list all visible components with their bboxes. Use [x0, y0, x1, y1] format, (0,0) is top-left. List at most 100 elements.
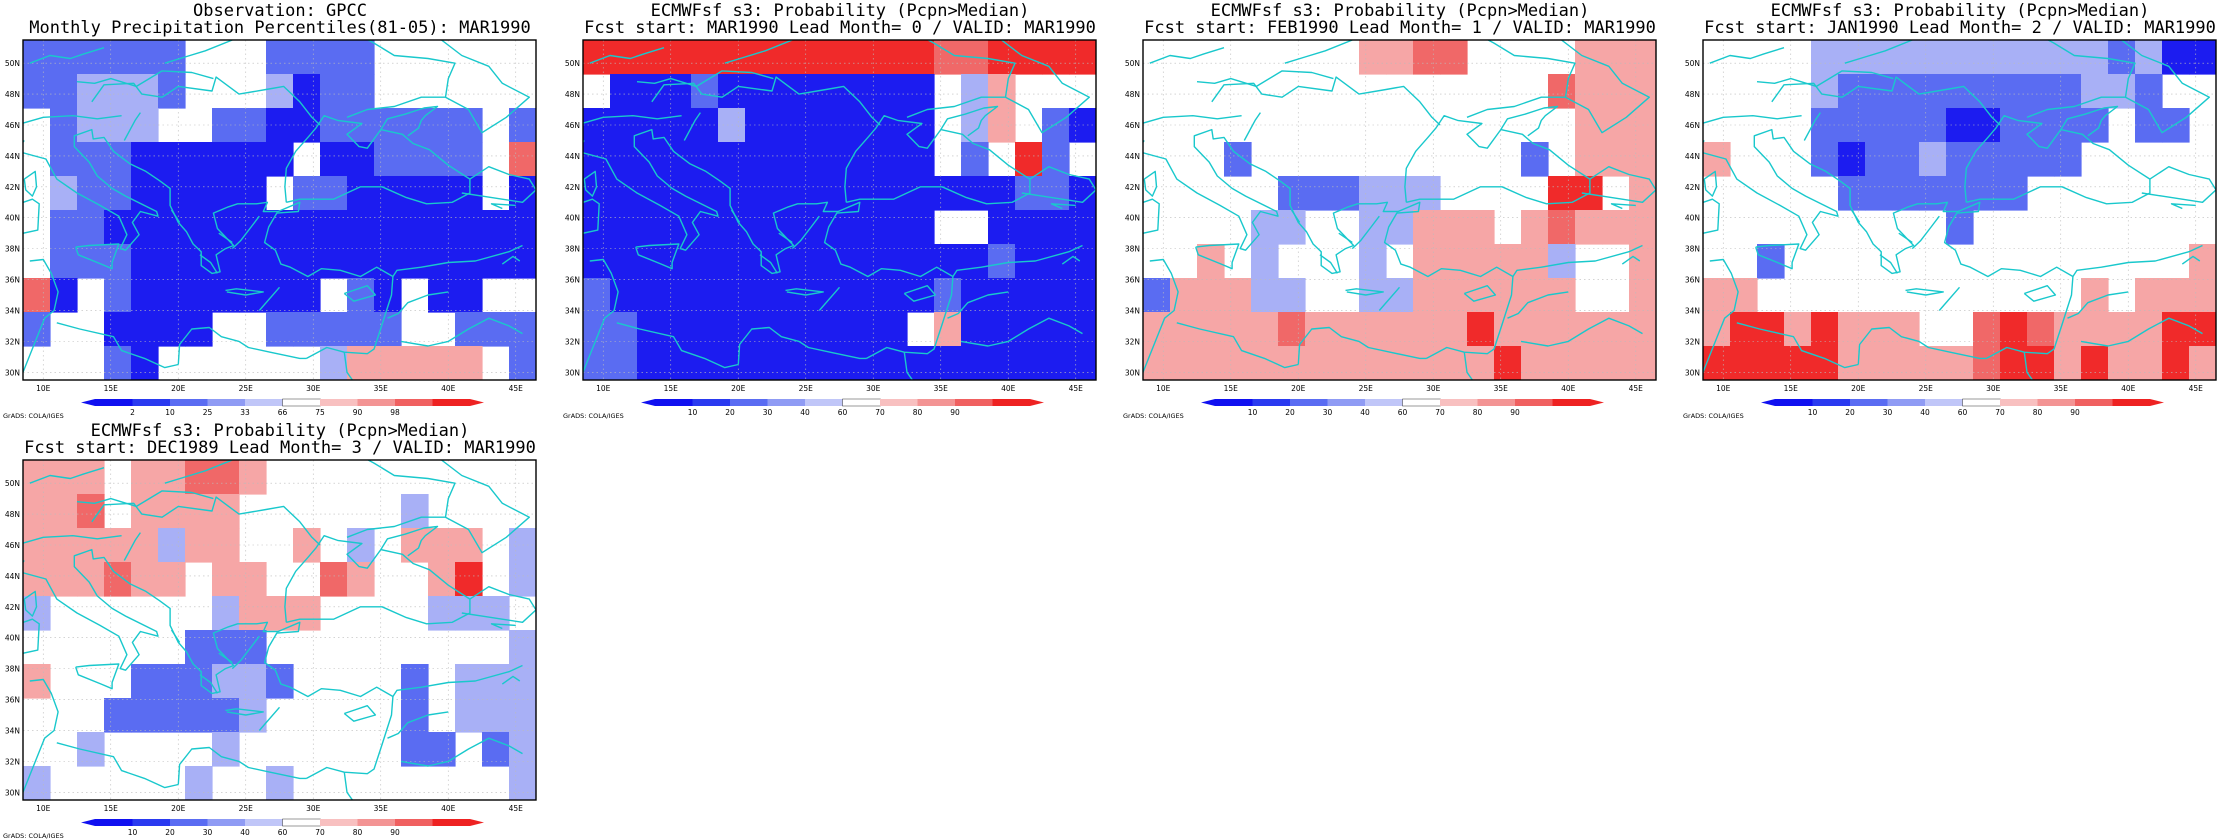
- grid-cell: [880, 40, 908, 75]
- grid-cell: [1359, 40, 1387, 75]
- grid-cell: [583, 278, 611, 313]
- grid-cell: [1042, 346, 1070, 380]
- grid-cell: [23, 664, 51, 699]
- grid-cell: [266, 596, 294, 631]
- lat-label: 36N: [1685, 276, 1700, 285]
- grid-cell: [320, 142, 348, 177]
- coastline: [2060, 105, 2119, 137]
- coastline: [1404, 114, 1591, 205]
- grid-cell: [1413, 210, 1441, 245]
- coastline: [501, 675, 521, 685]
- coastline: [1463, 352, 1474, 380]
- lon-label: 30E: [866, 384, 881, 393]
- coastline: [2223, 141, 2240, 243]
- grid-cell: [1784, 346, 1812, 380]
- colorbar-segment: [357, 819, 396, 826]
- grid-cell: [1946, 108, 1974, 143]
- grid-cell: [266, 766, 294, 800]
- grid-cell: [664, 278, 692, 313]
- grid-cell: [826, 142, 854, 177]
- grid-cell: [1251, 278, 1279, 313]
- lat-label: 34N: [5, 306, 20, 315]
- coastline: [1879, 254, 1898, 274]
- grid-cell: [2108, 40, 2136, 75]
- grid-cell: [1919, 142, 1947, 177]
- grid-cell: [691, 176, 719, 211]
- grid-cell: [1575, 210, 1603, 245]
- grid-cell: [718, 142, 746, 177]
- grid-cell: [1069, 278, 1096, 313]
- grid-cell: [2027, 312, 2055, 347]
- grid-cell: [239, 244, 267, 279]
- colorbar-segment: [880, 399, 918, 406]
- colorbar-tick-label: 70: [315, 828, 325, 837]
- grid-cell: [77, 142, 105, 177]
- grid-cell: [961, 278, 989, 313]
- coastline: [1143, 258, 1179, 373]
- grid-cell: [1015, 210, 1043, 245]
- grid-cell: [104, 346, 132, 380]
- colorbar-tick-label: 20: [725, 408, 735, 417]
- grid-cell: [1865, 74, 1893, 109]
- grid-cell: [77, 494, 105, 529]
- coastline: [1703, 114, 1802, 124]
- grid-cell: [1629, 312, 1656, 347]
- coastline: [940, 105, 999, 137]
- coastline: [1898, 232, 1913, 244]
- grid-cell: [1521, 312, 1549, 347]
- coastline: [583, 128, 954, 360]
- lat-label: 34N: [565, 306, 580, 315]
- lon-label: 15E: [664, 384, 679, 393]
- grid-cell: [1069, 312, 1096, 347]
- lat-label: 32N: [5, 337, 20, 346]
- lon-label: 40E: [441, 804, 456, 813]
- coastline: [346, 40, 456, 118]
- grid-cell: [77, 460, 105, 495]
- grid-cell: [610, 244, 638, 279]
- lon-label: 45E: [1629, 384, 1644, 393]
- grid-cell: [745, 278, 773, 313]
- lat-label: 46N: [5, 541, 20, 550]
- grid-cell: [610, 74, 638, 109]
- grid-cell: [772, 176, 800, 211]
- lon-label: 30E: [306, 384, 321, 393]
- grid-cell: [1838, 176, 1866, 211]
- lat-label: 48N: [5, 90, 20, 99]
- grid-cell: [266, 40, 294, 75]
- grid-cell: [880, 210, 908, 245]
- colorbar-segment: [1290, 399, 1328, 406]
- lon-label: 35E: [2054, 384, 2069, 393]
- grid-cell: [637, 278, 665, 313]
- grid-cell: [1359, 312, 1387, 347]
- grid-cell: [320, 176, 348, 211]
- grid-cell: [131, 460, 159, 495]
- grid-cell: [320, 312, 348, 347]
- grid-cell: [718, 210, 746, 245]
- grid-cell: [50, 562, 78, 597]
- coastline: [818, 286, 841, 311]
- grid-cell: [2162, 40, 2190, 75]
- grid-cell: [1757, 244, 1785, 279]
- colorbar-tick-label: 70: [875, 408, 885, 417]
- coastline: [23, 618, 40, 654]
- grid-cell: [1015, 346, 1043, 380]
- grid-cell: [772, 210, 800, 245]
- colorbar-segment: [1812, 399, 1851, 406]
- colorbar-segment: [955, 399, 993, 406]
- colorbar-segment: [320, 399, 358, 406]
- grid-cell: [1919, 108, 1947, 143]
- coastline: [23, 258, 59, 373]
- grid-cell: [185, 494, 213, 529]
- grid-cell: [1251, 244, 1279, 279]
- grid-cell: [988, 278, 1016, 313]
- grid-cell: [988, 74, 1016, 109]
- grid-cell: [212, 562, 240, 597]
- colorbar-segment: [641, 399, 693, 406]
- coastline: [1844, 40, 1913, 64]
- grid-cell: [428, 210, 456, 245]
- coastline: [343, 285, 377, 302]
- grid-cell: [1629, 346, 1656, 380]
- coastline: [1243, 112, 1261, 141]
- grid-cell: [2027, 142, 2055, 177]
- grid-cell: [1413, 346, 1441, 380]
